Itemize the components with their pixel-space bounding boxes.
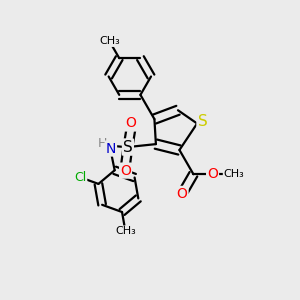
Text: H: H — [98, 137, 108, 150]
Text: S: S — [197, 114, 207, 129]
Text: O: O — [120, 164, 131, 178]
Text: S: S — [123, 140, 133, 154]
Text: CH₃: CH₃ — [115, 226, 136, 236]
Text: CH₃: CH₃ — [99, 36, 120, 46]
Text: CH₃: CH₃ — [224, 169, 244, 179]
Text: O: O — [125, 116, 136, 130]
Text: O: O — [207, 167, 218, 181]
Text: O: O — [177, 187, 188, 201]
Text: Cl: Cl — [74, 171, 86, 184]
Text: N: N — [106, 142, 116, 155]
